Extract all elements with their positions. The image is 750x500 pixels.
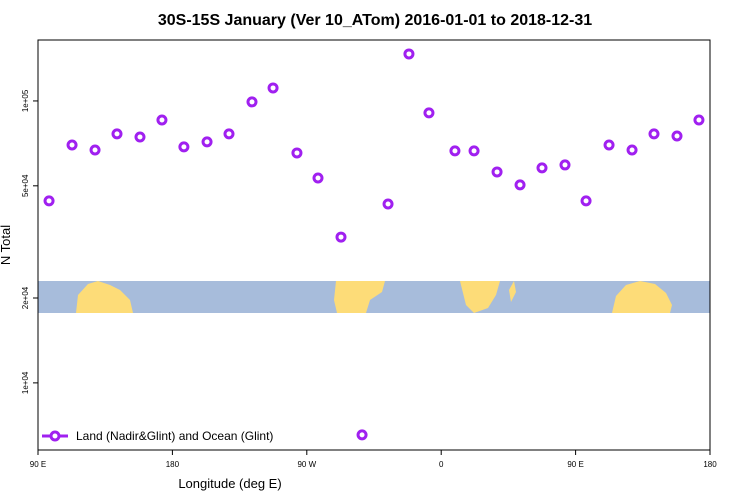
- y-tick-label: 2e+04: [21, 286, 30, 309]
- point: [671, 130, 683, 142]
- point: [43, 195, 55, 207]
- point: [693, 114, 705, 126]
- point: [312, 172, 324, 184]
- y-tick-label: 5e+04: [21, 174, 30, 197]
- point: [423, 107, 435, 119]
- land: [334, 281, 385, 313]
- point: [536, 162, 548, 174]
- point: [449, 145, 461, 157]
- point: [382, 198, 394, 210]
- legend-item: Land (Nadir&Glint) and Ocean (Glint): [42, 429, 273, 443]
- point: [335, 231, 347, 243]
- x-tick-label: 90 E: [567, 460, 583, 469]
- point: [111, 128, 123, 140]
- point: [223, 128, 235, 140]
- point: [491, 166, 503, 178]
- x-axis-title: Longitude (deg E): [178, 476, 281, 491]
- point: [89, 144, 101, 156]
- x-tick-label: 180: [166, 460, 180, 469]
- x-tick-label: 90 E: [30, 460, 46, 469]
- y-tick-label: 1e+04: [21, 371, 30, 394]
- point: [580, 195, 592, 207]
- x-tick-label: 180: [703, 460, 717, 469]
- land: [460, 281, 500, 313]
- chart-title: 30S-15S January (Ver 10_ATom) 2016-01-01…: [158, 12, 592, 29]
- land: [76, 281, 133, 313]
- point: [648, 128, 660, 140]
- point: [246, 96, 258, 108]
- point: [468, 145, 480, 157]
- point: [356, 429, 368, 441]
- legend-label: Land (Nadir&Glint) and Ocean (Glint): [76, 429, 273, 443]
- x-tick-label: 90 W: [297, 460, 316, 469]
- y-tick-label: 1e+05: [21, 89, 30, 112]
- land: [509, 281, 516, 302]
- legend-marker: [49, 430, 61, 442]
- point: [156, 114, 168, 126]
- point: [201, 136, 213, 148]
- point: [559, 159, 571, 171]
- land: [612, 281, 672, 313]
- point: [291, 147, 303, 159]
- point: [178, 141, 190, 153]
- point: [134, 131, 146, 143]
- point: [514, 179, 526, 191]
- plot-frame: [37, 39, 711, 451]
- x-tick-label: 0: [439, 460, 444, 469]
- point: [626, 144, 638, 156]
- point: [603, 139, 615, 151]
- map-strip: [38, 281, 710, 313]
- point: [267, 82, 279, 94]
- y-axis-title: N Total: [0, 225, 13, 265]
- point: [66, 139, 78, 151]
- point: [403, 48, 415, 60]
